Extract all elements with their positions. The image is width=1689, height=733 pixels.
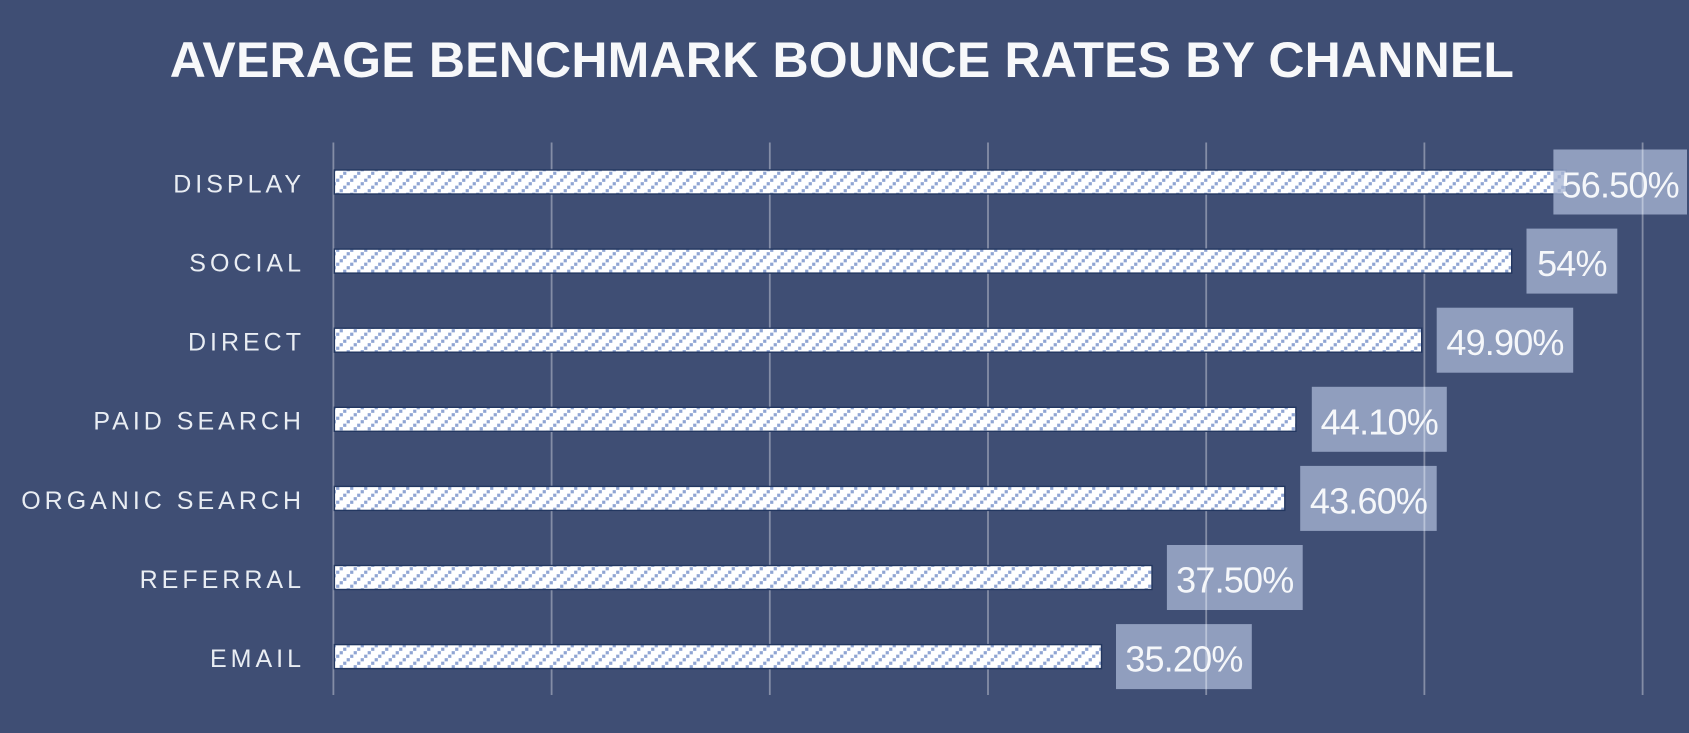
svg-text:PAID SEARCH: PAID SEARCH [93, 408, 305, 436]
svg-text:49.90%: 49.90% [1446, 322, 1563, 363]
svg-text:37.50%: 37.50% [1176, 560, 1293, 601]
svg-text:DISPLAY: DISPLAY [173, 170, 305, 198]
svg-text:REFERRAL: REFERRAL [140, 566, 305, 594]
svg-text:35.20%: 35.20% [1125, 639, 1242, 680]
svg-text:DIRECT: DIRECT [188, 329, 305, 357]
svg-text:SOCIAL: SOCIAL [189, 250, 305, 278]
svg-text:56.50%: 56.50% [1562, 164, 1679, 205]
svg-text:44.10%: 44.10% [1321, 401, 1438, 442]
svg-text:EMAIL: EMAIL [210, 645, 305, 673]
svg-text:ORGANIC SEARCH: ORGANIC SEARCH [21, 487, 305, 515]
svg-text:54%: 54% [1537, 243, 1607, 284]
svg-text:AVERAGE BENCHMARK BOUNCE RATES: AVERAGE BENCHMARK BOUNCE RATES BY CHANNE… [170, 32, 1514, 88]
svg-text:43.60%: 43.60% [1310, 480, 1427, 521]
